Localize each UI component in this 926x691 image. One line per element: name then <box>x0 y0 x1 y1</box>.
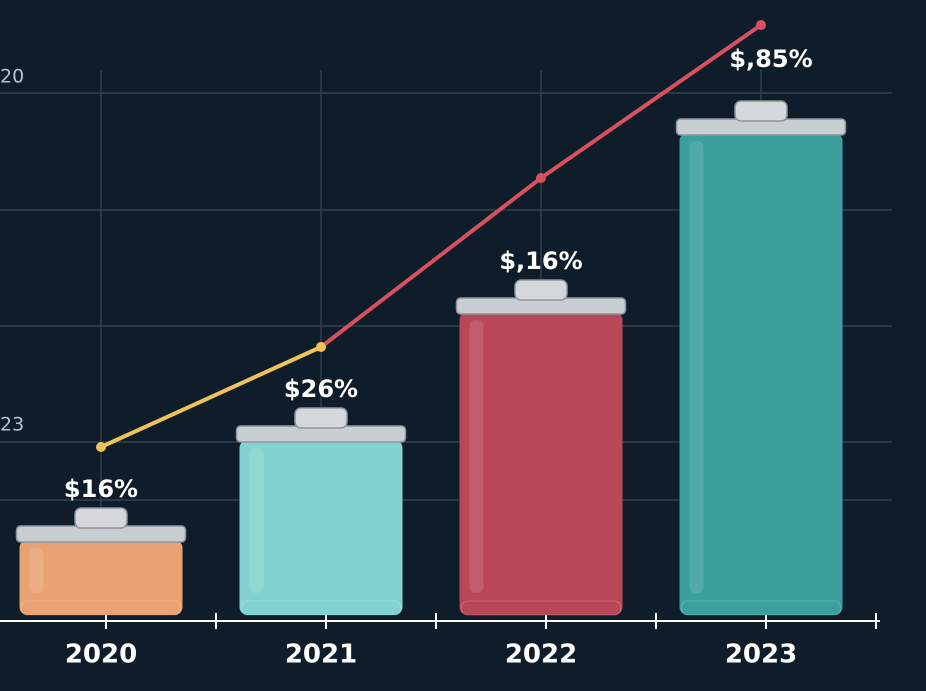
battery-base <box>461 600 621 616</box>
trend-point <box>756 20 766 30</box>
annotation: $,85% <box>729 45 812 73</box>
x-tick-label: 2020 <box>65 640 137 670</box>
trend-point <box>316 342 326 352</box>
annotation: $,16% <box>499 247 582 275</box>
trend-segment <box>539 23 763 180</box>
battery <box>455 279 627 616</box>
annotation: $16% <box>64 475 138 503</box>
battery-base <box>681 600 841 616</box>
y-tick-label: 23 <box>0 414 24 436</box>
bar <box>459 312 623 615</box>
battery-nub <box>734 100 788 122</box>
battery-shine <box>29 548 44 593</box>
bar <box>679 133 843 615</box>
battery-shine <box>249 448 264 593</box>
x-tick-label: 2021 <box>285 640 357 670</box>
x-tick-label: 2023 <box>725 640 797 670</box>
trend-segment <box>319 176 543 349</box>
battery-shine <box>469 320 484 593</box>
annotation: $26% <box>284 375 358 403</box>
trend-segment <box>99 345 323 449</box>
x-tick-label: 2022 <box>505 640 577 670</box>
battery-nub <box>74 507 128 529</box>
bar <box>239 440 403 615</box>
y-tick-label: 20 <box>0 66 24 88</box>
battery-shine <box>689 141 704 593</box>
battery <box>235 407 407 616</box>
battery-nub <box>294 407 348 429</box>
battery-base <box>21 600 181 616</box>
trend-point <box>96 442 106 452</box>
battery-nub <box>514 279 568 301</box>
trend-point <box>536 173 546 183</box>
battery <box>15 507 187 616</box>
battery <box>675 100 847 616</box>
battery-base <box>241 600 401 616</box>
bar <box>19 540 183 615</box>
